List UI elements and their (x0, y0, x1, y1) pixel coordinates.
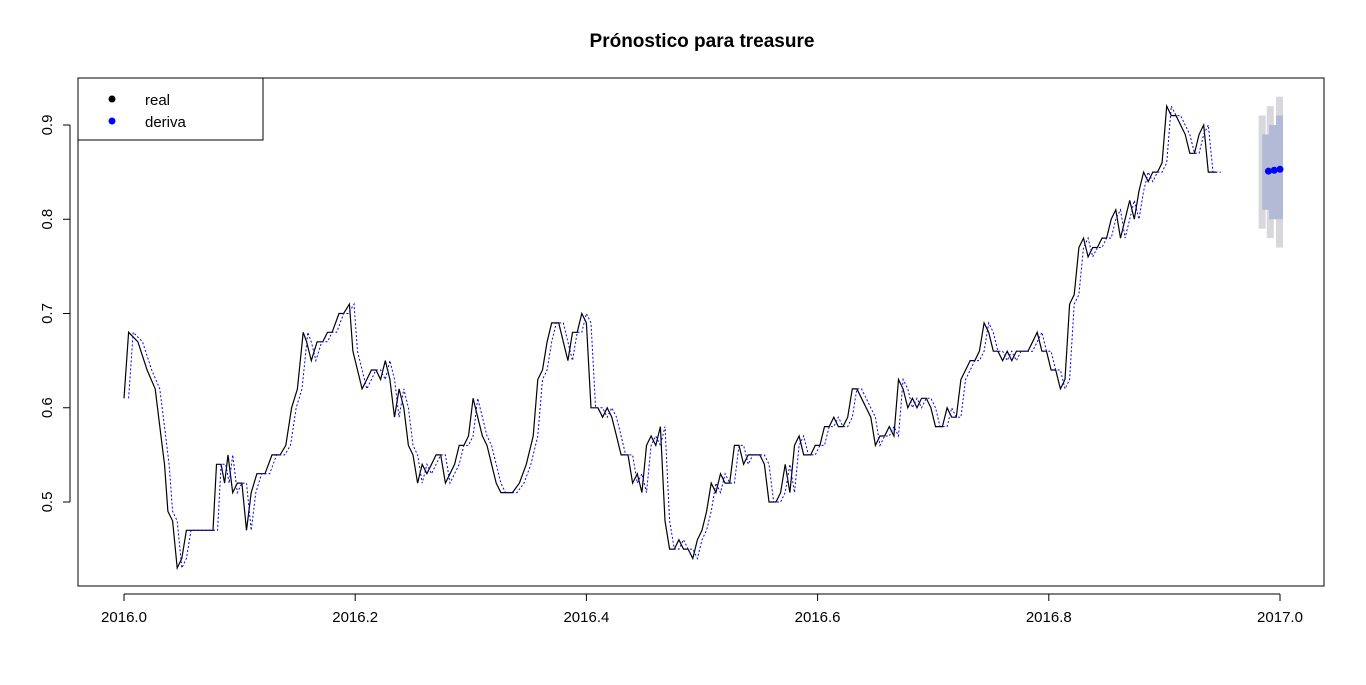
plot-frame (77, 77, 1325, 587)
forecast-point-1 (1270, 166, 1278, 174)
forecast-point-2 (1276, 165, 1284, 173)
y-tick-label-1: 0.6 (39, 397, 56, 418)
series-lines (123, 103, 1221, 571)
legend: real deriva (77, 77, 264, 141)
y-tick-label-3: 0.8 (39, 209, 56, 230)
legend-label-real: real (145, 92, 170, 109)
x-tick-label-4: 2016.8 (1026, 609, 1072, 626)
chart-title: Prónostico para treasure (590, 31, 815, 52)
x-tick-label-1: 2016.2 (332, 609, 378, 626)
forecast-points (1264, 165, 1284, 175)
x-tick-label-3: 2016.6 (795, 609, 841, 626)
legend-label-deriva: deriva (145, 114, 187, 131)
x-tick-label-2: 2016.4 (563, 609, 609, 626)
y-tick-label-4: 0.9 (39, 115, 56, 136)
legend-marker-deriva (108, 117, 116, 125)
legend-box (77, 77, 264, 141)
x-tick-label-0: 2016.0 (101, 609, 147, 626)
legend-marker-real (108, 95, 116, 103)
series-line-real (123, 103, 1217, 571)
forecast-point-0 (1264, 167, 1272, 175)
x-axis: 2016.0 2016.2 2016.4 2016.6 2016.8 2017.0 (101, 593, 1303, 626)
series-line-deriva (128, 104, 1221, 570)
x-tick-label-5: 2017.0 (1257, 609, 1303, 626)
y-tick-label-0: 0.5 (39, 492, 56, 513)
y-tick-label-2: 0.7 (39, 303, 56, 324)
y-axis: 0.5 0.6 0.7 0.8 0.9 (39, 115, 71, 513)
